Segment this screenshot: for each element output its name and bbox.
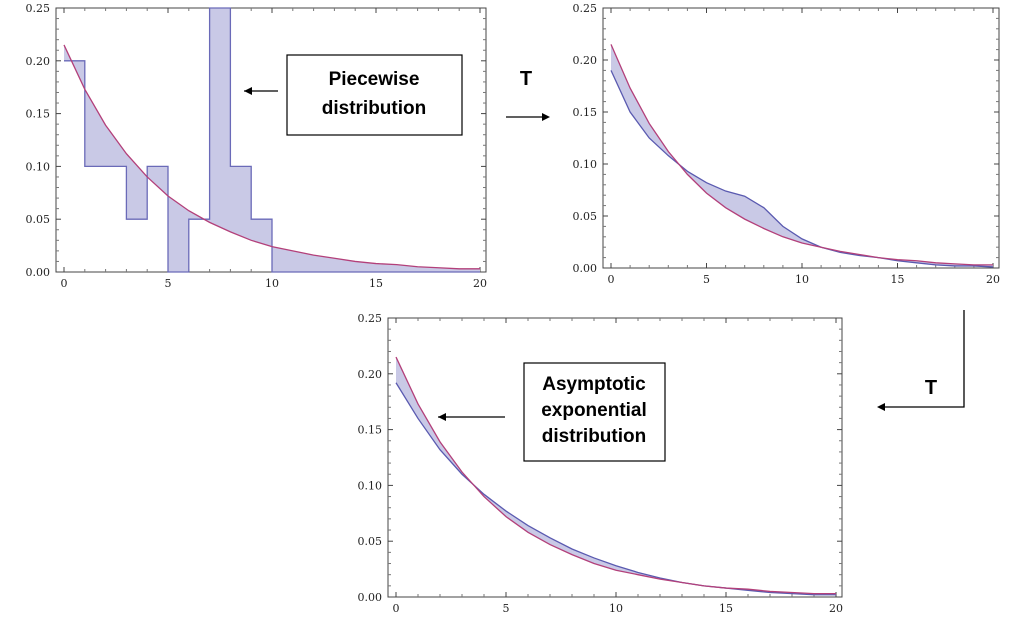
y-tick-label: 0.05 <box>358 535 383 548</box>
plot-first-iteration: 0.00 0.05 0.10 0.15 0.20 0.25 0 5 10 15 20 <box>573 2 1001 286</box>
x-tick-label: 20 <box>829 602 843 615</box>
y-tick-label: 0.20 <box>573 54 598 67</box>
y-tick-label: 0.15 <box>26 108 51 121</box>
x-tick-label: 15 <box>891 273 905 286</box>
transform-arrow-1: T <box>506 68 550 121</box>
asymptotic-line-2: exponential <box>541 400 647 421</box>
y-tick-label: 0.20 <box>358 368 383 381</box>
y-tick-label: 0.20 <box>26 55 51 68</box>
x-tick-label: 0 <box>61 277 68 290</box>
y-tick-label: 0.10 <box>573 158 598 171</box>
y-tick-label: 0.05 <box>573 210 598 223</box>
y-tick-label: 0.15 <box>358 424 383 437</box>
piecewise-arrowhead-icon <box>244 87 252 95</box>
x-tick-label: 10 <box>609 602 623 615</box>
x-tick-label: 15 <box>369 277 383 290</box>
x-tick-label: 10 <box>265 277 279 290</box>
x-tick-label: 0 <box>608 273 615 286</box>
x-tick-label: 20 <box>473 277 487 290</box>
plot-frame <box>387 317 843 598</box>
transform-arrow-2-head-icon <box>877 403 885 411</box>
x-tick-label: 5 <box>503 602 510 615</box>
asymptotic-line-3: distribution <box>542 426 646 447</box>
iterated-distribution-line <box>610 70 994 268</box>
transform-arrow-1-head-icon <box>542 113 550 121</box>
piecewise-line-1: Piecewise <box>329 69 420 90</box>
y-tick-label: 0.25 <box>358 312 383 325</box>
transform-label-2: T <box>925 377 937 399</box>
y-tick-label: 0.00 <box>358 591 383 604</box>
asymptotic-arrowhead-icon <box>438 413 446 421</box>
asymptotic-annotation: Asymptotic exponential distribution <box>438 362 666 462</box>
piecewise-box <box>286 54 463 136</box>
y-tick-label: 0.00 <box>26 266 51 279</box>
x-tick-label: 20 <box>986 273 1000 286</box>
y-tick-label: 0.25 <box>573 2 598 15</box>
x-tick-label: 5 <box>165 277 172 290</box>
y-tick-label: 0.05 <box>26 213 51 226</box>
asymptotic-line-1: Asymptotic <box>542 374 646 395</box>
transform-arrow-2-line <box>884 310 965 408</box>
x-tick-label: 15 <box>719 602 733 615</box>
exponential-curve-line <box>395 356 836 595</box>
plot-frame <box>55 7 487 273</box>
plot-asymptotic: 0.00 0.05 0.10 0.15 0.20 0.25 0 5 10 15 20 <box>358 312 844 615</box>
exponential-curve-line <box>63 44 480 270</box>
plot-piecewise: 0.00 0.05 0.10 0.15 0.20 0.25 0 5 10 15 20 <box>26 2 488 290</box>
y-tick-label: 0.10 <box>26 160 51 173</box>
y-tick-label: 0.10 <box>358 479 383 492</box>
x-tick-label: 10 <box>795 273 809 286</box>
transform-arrow-2: T <box>877 310 965 411</box>
y-tick-label: 0.15 <box>573 106 598 119</box>
y-tick-label: 0.00 <box>573 262 598 275</box>
x-tick-label: 0 <box>393 602 400 615</box>
plot-frame <box>602 7 1000 269</box>
piecewise-step-line <box>64 7 480 273</box>
asymptotic-box <box>523 362 666 462</box>
transform-label-1: T <box>520 68 532 90</box>
y-tick-label: 0.25 <box>26 2 51 15</box>
x-tick-label: 5 <box>703 273 710 286</box>
exponential-curve-line <box>610 44 993 266</box>
piecewise-annotation: Piecewise distribution <box>244 54 463 136</box>
piecewise-line-2: distribution <box>322 98 426 119</box>
